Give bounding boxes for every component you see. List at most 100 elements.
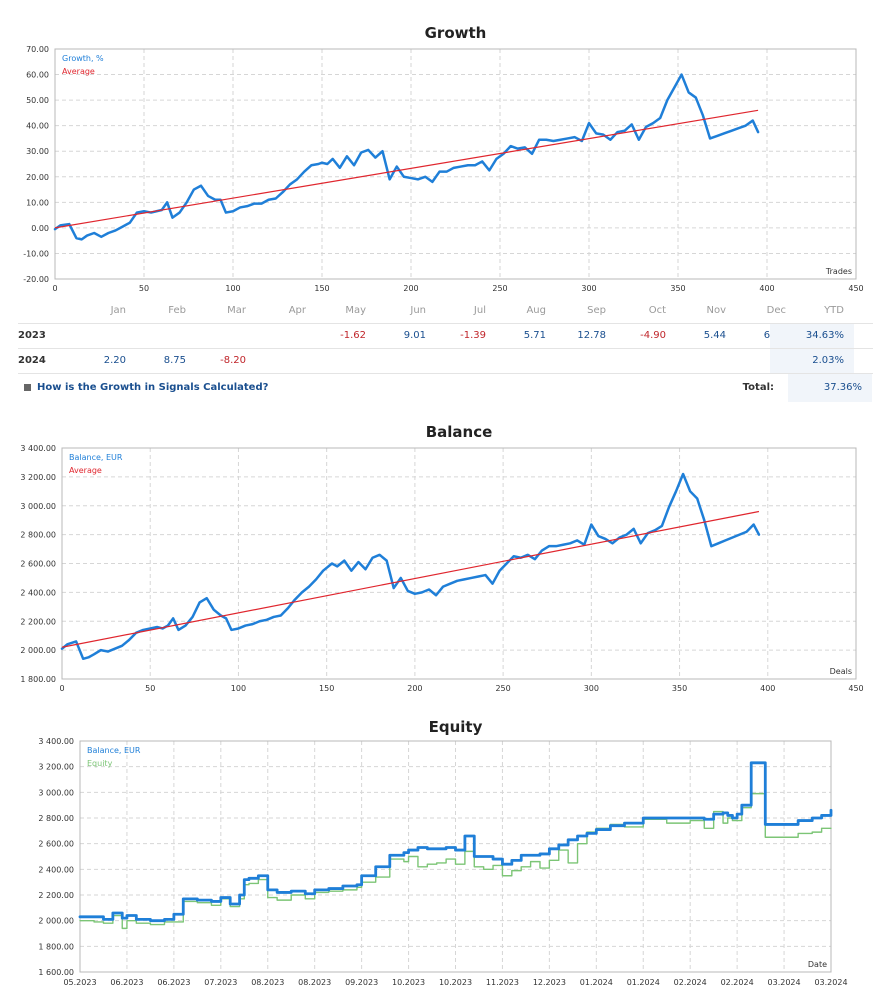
balance-x-tick-label: 100 xyxy=(231,684,246,693)
equity-y-tick-label: 3 000.00 xyxy=(38,788,74,797)
balance-y-tick-label: 2 000.00 xyxy=(20,646,56,655)
month-header-may: May xyxy=(345,305,366,316)
balance-x-tick-label: 0 xyxy=(59,684,64,693)
balance-x-tick-label: 250 xyxy=(495,684,510,693)
month-value: -1.39 xyxy=(460,330,486,341)
balance-y-tick-label: 2 400.00 xyxy=(20,588,56,597)
growth-x-tick-label: 100 xyxy=(225,284,240,293)
equity-axis-label: Date xyxy=(808,960,827,969)
ytd-value: 2.03% xyxy=(770,349,854,373)
month-value: -8.20 xyxy=(220,355,246,366)
equity-x-tick-label: 02.2024 xyxy=(674,978,707,987)
balance-legend-entry: Balance, EUR xyxy=(69,453,123,462)
equity-x-tick-label: 06.2023 xyxy=(110,978,143,987)
month-value: -1.62 xyxy=(340,330,366,341)
balance-x-tick-label: 400 xyxy=(760,684,775,693)
month-header-oct: Oct xyxy=(648,305,666,316)
growth-x-tick-label: 0 xyxy=(52,284,57,293)
growth-x-tick-label: 150 xyxy=(314,284,329,293)
growth-y-tick-label: 30.00 xyxy=(26,147,49,156)
growth-calculation-link-text[interactable]: How is the Growth in Signals Calculated? xyxy=(37,382,269,393)
balance-x-tick-label: 300 xyxy=(584,684,599,693)
balance-plot-frame xyxy=(61,447,857,680)
growth-axis-label: Trades xyxy=(825,267,852,276)
equity-x-tick-label: 10.2023 xyxy=(392,978,425,987)
balance-x-tick-label: 200 xyxy=(407,684,422,693)
month-value: 8.75 xyxy=(163,355,186,366)
month-header-feb: Feb xyxy=(168,305,186,316)
equity-x-tick-label: 09.2023 xyxy=(345,978,378,987)
growth-x-tick-label: 50 xyxy=(139,284,149,293)
total-label: Total: xyxy=(742,382,774,393)
equity-x-tick-label: 08.2023 xyxy=(298,978,331,987)
balance-x-tick-label: 350 xyxy=(672,684,687,693)
table-year-label: 2023 xyxy=(18,330,46,341)
info-icon xyxy=(24,383,31,391)
table-row-2024: 2024 2.20 8.75 -8.20 2.03% xyxy=(18,349,873,374)
growth-calculation-link[interactable]: How is the Growth in Signals Calculated? xyxy=(24,374,268,402)
equity-legend-entry: Equity xyxy=(87,759,113,768)
equity-y-tick-label: 2 800.00 xyxy=(38,814,74,823)
equity-x-tick-label: 06.2023 xyxy=(157,978,190,987)
growth-legend-entry: Average xyxy=(62,67,95,76)
equity-x-tick-label: 11.2023 xyxy=(486,978,519,987)
balance-x-tick-label: 50 xyxy=(145,684,155,693)
growth-y-tick-label: 0.00 xyxy=(31,224,49,233)
balance-y-tick-label: 3 400.00 xyxy=(20,444,56,453)
table-row-2023: 2023-1.629.01-1.395.7112.78-4.905.446.49… xyxy=(18,324,873,349)
month-header-aug: Aug xyxy=(526,305,546,316)
equity-chart-title: Equity xyxy=(429,718,483,736)
month-header-mar: Mar xyxy=(227,305,246,316)
balance-axis-label: Deals xyxy=(830,667,852,676)
equity-x-tick-label: 10.2023 xyxy=(439,978,472,987)
growth-x-tick-label: 200 xyxy=(403,284,418,293)
ytd-header: YTD xyxy=(824,305,844,316)
balance-x-tick-label: 450 xyxy=(848,684,863,693)
month-value: -4.90 xyxy=(640,330,666,341)
balance-x-tick-label: 150 xyxy=(319,684,334,693)
growth-chart-title: Growth xyxy=(425,24,487,42)
equity-x-tick-label: 07.2023 xyxy=(204,978,237,987)
equity-x-tick-label: 05.2023 xyxy=(63,978,96,987)
equity-series-equity xyxy=(79,792,832,930)
growth-table: Jan Feb Mar Apr May Jun Jul Aug Sep Oct Nov Dec YTD … xyxy=(18,299,873,402)
balance-chart-title: Balance xyxy=(426,423,493,441)
equity-plot-frame xyxy=(79,740,832,973)
equity-y-tick-label: 3 200.00 xyxy=(38,763,74,772)
equity-y-tick-label: 3 400.00 xyxy=(38,737,74,746)
growth-y-tick-label: 20.00 xyxy=(26,173,49,182)
balance-series-average xyxy=(61,510,760,648)
growth-x-tick-label: 250 xyxy=(492,284,507,293)
balance-y-tick-label: 2 200.00 xyxy=(20,617,56,626)
equity-legend-entry: Balance, EUR xyxy=(87,746,141,755)
equity-x-tick-label: 08.2023 xyxy=(251,978,284,987)
table-year-label: 2024 xyxy=(18,355,46,366)
growth-y-tick-label: -10.00 xyxy=(23,249,49,258)
equity-x-tick-label: 01.2024 xyxy=(627,978,660,987)
growth-plot-frame xyxy=(54,48,857,280)
growth-y-tick-label: 10.00 xyxy=(26,198,49,207)
month-header-dec: Dec xyxy=(766,305,786,316)
balance-y-tick-label: 2 800.00 xyxy=(20,531,56,540)
balance-legend-entry: Average xyxy=(69,466,102,475)
table-footer: How is the Growth in Signals Calculated?… xyxy=(18,374,873,402)
month-value: 12.78 xyxy=(577,330,606,341)
equity-x-tick-label: 12.2023 xyxy=(533,978,566,987)
growth-y-tick-label: 50.00 xyxy=(26,96,49,105)
equity-y-tick-label: 2 600.00 xyxy=(38,840,74,849)
month-value: 5.44 xyxy=(703,330,726,341)
month-header-nov: Nov xyxy=(706,305,726,316)
month-header-jun: Jun xyxy=(410,305,426,316)
month-value: 2.20 xyxy=(103,355,126,366)
month-header-jan: Jan xyxy=(110,305,126,316)
equity-y-tick-label: 2 000.00 xyxy=(38,917,74,926)
balance-series-balance-eur xyxy=(60,472,761,661)
month-header-sep: Sep xyxy=(587,305,606,316)
balance-y-tick-label: 2 600.00 xyxy=(20,560,56,569)
month-value: 9.01 xyxy=(403,330,426,341)
growth-legend-entry: Growth, % xyxy=(62,54,104,63)
balance-y-tick-label: 3 200.00 xyxy=(20,473,56,482)
equity-x-tick-label: 01.2024 xyxy=(580,978,613,987)
growth-series-average xyxy=(54,109,759,229)
